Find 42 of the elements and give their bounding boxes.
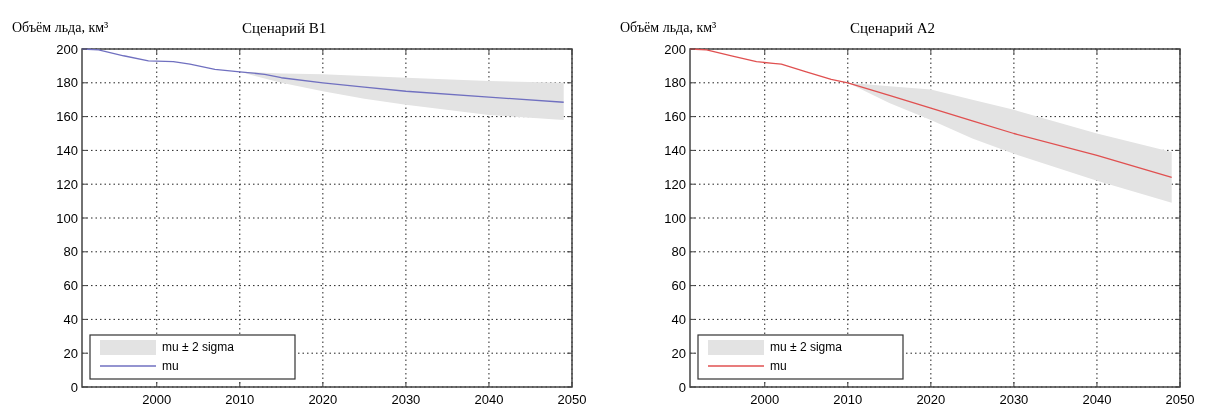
x-tick-label: 2050 xyxy=(557,392,587,407)
y-tick-label: 40 xyxy=(63,311,78,327)
y-tick-label: 80 xyxy=(671,244,686,260)
x-tick-label: 2000 xyxy=(142,392,172,407)
y-tick-label: 100 xyxy=(664,210,686,226)
y-tick-label: 120 xyxy=(56,176,78,192)
y-tick-label: 20 xyxy=(63,345,78,361)
y-tick-label: 180 xyxy=(664,75,686,91)
y-tick-label: 0 xyxy=(678,379,686,395)
x-tick-label: 2020 xyxy=(308,392,338,407)
y-tick-label: 80 xyxy=(63,244,78,260)
x-tick-label: 2010 xyxy=(833,392,863,407)
chart-title: Сценарий A2 xyxy=(850,20,936,36)
y-tick-label: 200 xyxy=(664,41,686,57)
y-tick-label: 160 xyxy=(664,109,686,125)
x-tick-label: 2030 xyxy=(999,392,1029,407)
x-tick-label: 2040 xyxy=(474,392,504,407)
y-tick-label: 100 xyxy=(56,210,78,226)
y-tick-label: 140 xyxy=(56,142,78,158)
x-tick-label: 2020 xyxy=(916,392,946,407)
y-axis-title: Объём льда, км³ xyxy=(620,20,717,35)
y-axis-title: Объём льда, км³ xyxy=(12,20,109,35)
legend-label: mu xyxy=(770,359,787,373)
y-tick-label: 180 xyxy=(56,75,78,91)
chart-title: Сценарий B1 xyxy=(242,20,327,36)
y-tick-label: 120 xyxy=(664,176,686,192)
y-tick-label: 140 xyxy=(664,142,686,158)
y-tick-label: 40 xyxy=(671,311,686,327)
x-tick-label: 2030 xyxy=(391,392,421,407)
y-tick-label: 200 xyxy=(56,41,78,57)
y-tick-label: 20 xyxy=(671,345,686,361)
x-tick-label: 2050 xyxy=(1165,392,1195,407)
x-tick-label: 2000 xyxy=(750,392,780,407)
legend-label: mu xyxy=(162,359,179,373)
x-tick-label: 2010 xyxy=(225,392,255,407)
y-tick-label: 160 xyxy=(56,109,78,125)
y-tick-label: 60 xyxy=(63,278,78,294)
y-tick-label: 0 xyxy=(70,379,78,395)
x-tick-label: 2040 xyxy=(1082,392,1112,407)
legend-label: mu ± 2 sigma xyxy=(770,340,843,354)
y-tick-label: 60 xyxy=(671,278,686,294)
legend-label: mu ± 2 sigma xyxy=(162,340,235,354)
